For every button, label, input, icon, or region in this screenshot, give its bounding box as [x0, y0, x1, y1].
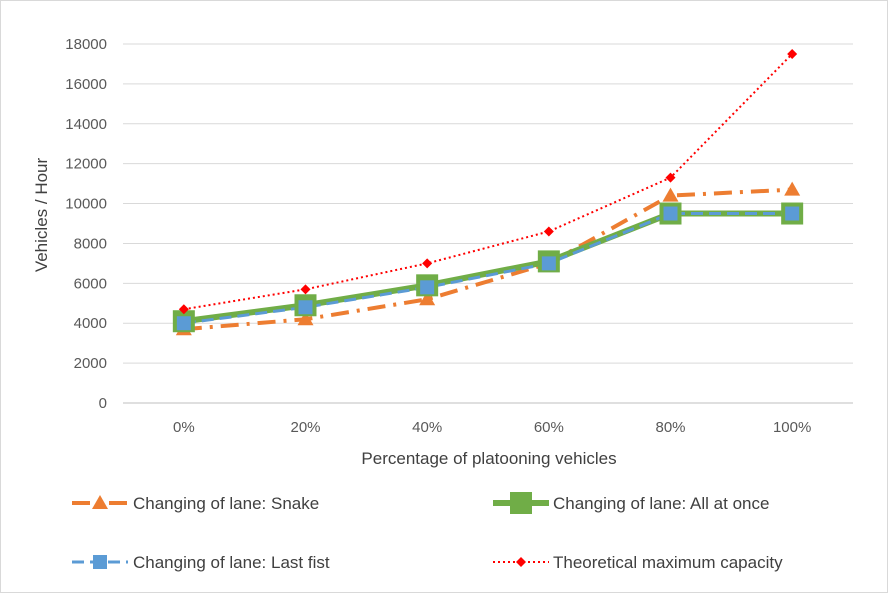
gridlines	[123, 43, 853, 364]
data-point-series-4	[543, 226, 554, 237]
y-tick-label: 12000	[65, 156, 107, 173]
y-tick-label: 14000	[65, 116, 107, 133]
data-point-series-3	[663, 206, 678, 221]
data-point-series-1	[297, 311, 314, 326]
data-point-series-4	[787, 48, 798, 59]
legend-swatch-marker	[92, 495, 108, 509]
y-tick-label: 4000	[74, 315, 107, 332]
data-point-series-3	[298, 300, 313, 315]
legend-label: Theoretical maximum capacity	[553, 553, 783, 572]
x-tick-label: 100%	[773, 419, 811, 436]
legend: Changing of lane: Snake Changing of lane:…	[72, 492, 783, 572]
data-point-series-3	[420, 280, 435, 295]
x-tick-label: 40%	[412, 419, 442, 436]
legend-label: Changing of lane: All at once	[553, 494, 769, 513]
x-axis-ticks: 0% 20% 40% 60% 80% 100%	[173, 419, 811, 436]
data-point-series-1	[784, 181, 801, 196]
series-lines	[183, 53, 793, 332]
data-point-series-4	[665, 172, 676, 183]
legend-label: Changing of lane: Last fist	[133, 553, 330, 572]
data-point-series-1	[662, 187, 679, 202]
y-tick-label: 0	[99, 395, 107, 412]
y-tick-label: 18000	[65, 36, 107, 53]
y-tick-label: 10000	[65, 196, 107, 213]
x-tick-label: 0%	[173, 419, 195, 436]
series-line-1	[183, 187, 793, 332]
y-tick-label: 8000	[74, 235, 107, 252]
y-tick-label: 16000	[65, 76, 107, 93]
data-point-series-3	[541, 256, 556, 271]
data-point-series-4	[300, 284, 311, 295]
series-line-4	[183, 53, 793, 311]
y-tick-label: 6000	[74, 275, 107, 292]
series-markers	[172, 48, 804, 336]
series-line-2	[183, 210, 793, 325]
y-tick-label: 2000	[74, 355, 107, 372]
x-tick-label: 80%	[655, 419, 685, 436]
legend-swatch-marker	[516, 557, 526, 567]
x-axis-title: Percentage of platooning vehicles	[361, 449, 616, 468]
x-tick-label: 60%	[534, 419, 564, 436]
y-axis-ticks: 0 2000 4000 6000 8000 10000 12000 14000 16000 180…	[65, 36, 107, 412]
data-point-series-3	[785, 206, 800, 221]
data-point-series-1	[419, 291, 436, 306]
series-line-3	[183, 212, 793, 325]
legend-label: Changing of lane: Snake	[133, 494, 319, 513]
x-tick-label: 20%	[290, 419, 320, 436]
data-point-series-3	[176, 316, 191, 331]
data-point-series-4	[178, 304, 189, 315]
y-axis-title: Vehicles / Hour	[32, 157, 51, 272]
data-point-series-4	[422, 258, 433, 269]
legend-swatch-marker	[510, 492, 532, 514]
legend-swatch-marker	[93, 555, 107, 569]
